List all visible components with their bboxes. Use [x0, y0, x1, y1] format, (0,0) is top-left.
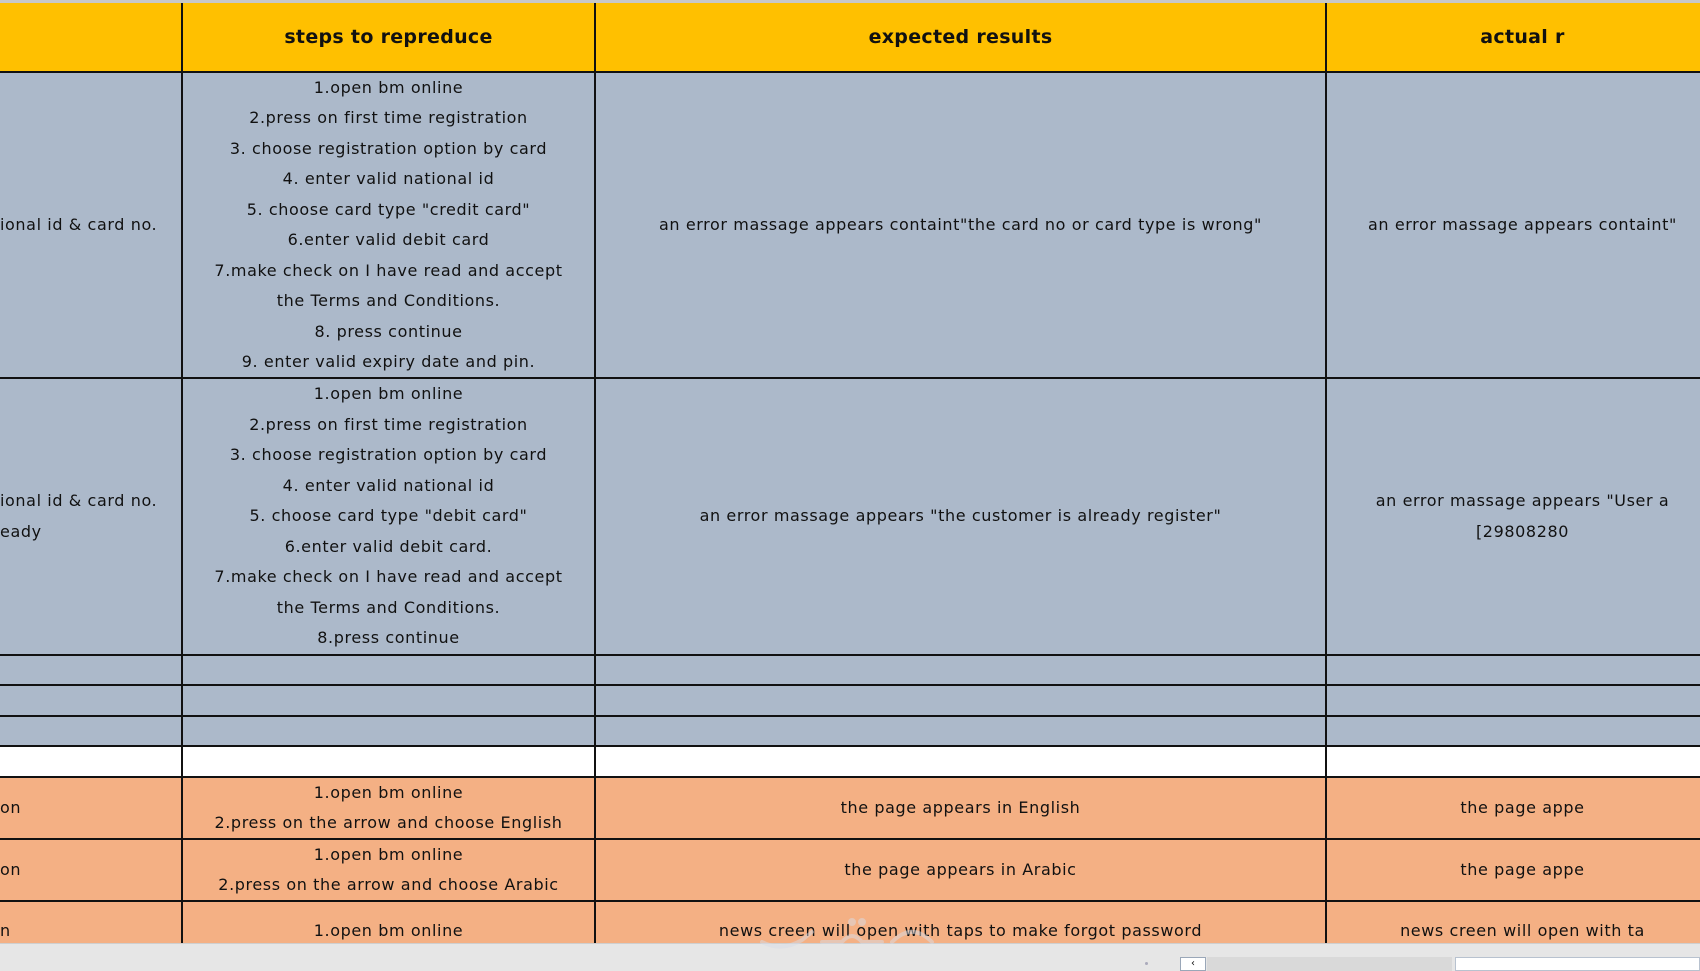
- actual-results-cell[interactable]: [1327, 747, 1700, 778]
- actual-results-cell[interactable]: [1327, 686, 1700, 717]
- actual-results-cell[interactable]: the page appe: [1327, 840, 1700, 902]
- cell-text-line: 5. choose card type "debit card": [249, 506, 528, 526]
- cell-text-line: eady: [0, 521, 42, 541]
- cell-text-line: on: [0, 859, 22, 879]
- actual-results-cell[interactable]: news creen will open with ta: [1327, 902, 1700, 943]
- test-case-cell[interactable]: [0, 686, 183, 717]
- expected-results-cell[interactable]: the page appears in English: [596, 778, 1327, 840]
- expected-results-cell[interactable]: an error massage appears containt"the ca…: [596, 73, 1327, 379]
- actual-results-cell[interactable]: an error massage appears "User a [2980828…: [1327, 379, 1700, 656]
- cell-text-line: 7.make check on I have read and accept: [214, 260, 563, 280]
- spreadsheet-grid: steps to repreduce expected results actual…: [0, 0, 1700, 943]
- cell-text-line: 6.enter valid debit card: [287, 230, 490, 249]
- steps-cell[interactable]: 1.open bm online 2.press on the arrow and…: [183, 778, 596, 840]
- test-case-cell[interactable]: [0, 717, 183, 747]
- column-header-actual-results[interactable]: actual r: [1327, 3, 1700, 73]
- cell-text-line: the page appears in Arabic: [844, 859, 1077, 879]
- cell-text-line: 1.open bm online: [313, 782, 464, 802]
- cell-text-line: an error massage appears containt"the ca…: [659, 214, 1262, 234]
- cell-text-line: 2.press on first time registration: [249, 414, 528, 434]
- steps-cell[interactable]: 1.open bm online 2.press on first time re…: [183, 379, 596, 656]
- header-label: steps to repreduce: [284, 25, 493, 48]
- cell-text-line: 2.press on first time registration: [249, 108, 528, 127]
- cell-text-line: the page appe: [1460, 797, 1585, 817]
- test-case-cell[interactable]: on: [0, 840, 183, 902]
- cell-text-line: 2.press on the arrow and choose English: [214, 813, 563, 832]
- cell-text-line: 1.open bm online: [313, 384, 464, 404]
- steps-cell[interactable]: [183, 686, 596, 717]
- test-case-cell[interactable]: on: [0, 778, 183, 840]
- cell-text-line: 4. enter valid national id: [282, 169, 495, 188]
- test-case-cell[interactable]: ional id & card no. eady: [0, 379, 183, 656]
- cell-text-line: on: [0, 797, 22, 817]
- cell-text-line: 1.open bm online: [313, 77, 464, 97]
- cell-text-line: 7.make check on I have read and accept: [214, 567, 563, 587]
- cell-text-line: n: [0, 921, 11, 941]
- cell-text-line: news creen will open with taps to make f…: [718, 921, 1203, 941]
- cell-text-line: 5. choose card type "credit card": [246, 199, 531, 219]
- cell-text-line: news creen will open with ta: [1400, 921, 1645, 941]
- actual-results-cell[interactable]: [1327, 717, 1700, 747]
- cell-text-line: the Terms and Conditions.: [276, 597, 501, 617]
- scroll-left-button[interactable]: ‹: [1180, 957, 1206, 971]
- actual-results-cell[interactable]: [1327, 656, 1700, 686]
- cell-text-line: 1.open bm online: [313, 844, 464, 864]
- expected-results-cell[interactable]: [596, 656, 1327, 686]
- cell-text-line: 4. enter valid national id: [282, 475, 495, 495]
- cell-text-line: the page appears in English: [840, 797, 1081, 817]
- expected-results-cell[interactable]: the page appears in Arabic: [596, 840, 1327, 902]
- steps-cell[interactable]: 1.open bm online 2.press on the arrow and…: [183, 840, 596, 902]
- cell-text-line: 1.open bm online: [313, 921, 464, 941]
- test-case-cell[interactable]: ional id & card no.: [0, 73, 183, 379]
- header-label: actual r: [1480, 25, 1565, 48]
- steps-cell[interactable]: [183, 747, 596, 778]
- column-header-steps[interactable]: steps to repreduce: [183, 3, 596, 73]
- cell-text-line: 3. choose registration option by card: [229, 138, 548, 158]
- expected-results-cell[interactable]: news creen will open with taps to make f…: [596, 902, 1327, 943]
- cell-text-line: 6.enter valid debit card.: [284, 536, 493, 556]
- sheet-bottom-bar: ‹: [0, 943, 1700, 971]
- splitter-handle[interactable]: [1145, 962, 1148, 965]
- cell-text-line: 3. choose registration option by card: [229, 445, 548, 465]
- actual-results-cell[interactable]: an error massage appears containt": [1327, 73, 1700, 379]
- cell-text-line: an error massage appears containt": [1368, 214, 1677, 234]
- cell-text-line: the Terms and Conditions.: [276, 291, 501, 310]
- expected-results-cell[interactable]: [596, 717, 1327, 747]
- steps-cell[interactable]: 1.open bm online 2.press on first time re…: [183, 73, 596, 379]
- test-case-cell[interactable]: n: [0, 902, 183, 943]
- column-header-expected-results[interactable]: expected results: [596, 3, 1327, 73]
- cell-text-line: the page appe: [1460, 859, 1585, 879]
- cell-text-line: 2.press on the arrow and choose Arabic: [218, 875, 559, 894]
- expected-results-cell[interactable]: [596, 747, 1327, 778]
- cell-text-line: [29808280: [1475, 521, 1570, 541]
- column-header-test-case[interactable]: [0, 3, 183, 73]
- cell-text-line: 8. press continue: [314, 321, 463, 341]
- cell-text-line: ional id & card no.: [0, 214, 158, 234]
- steps-cell[interactable]: 1.open bm online: [183, 902, 596, 943]
- test-case-cell[interactable]: [0, 656, 183, 686]
- cell-text-line: an error massage appears "the customer i…: [699, 506, 1222, 526]
- horizontal-scroll-track[interactable]: [1207, 957, 1452, 971]
- header-label: expected results: [868, 25, 1053, 48]
- steps-cell[interactable]: [183, 656, 596, 686]
- expected-results-cell[interactable]: an error massage appears "the customer i…: [596, 379, 1327, 656]
- expected-results-cell[interactable]: [596, 686, 1327, 717]
- test-case-cell[interactable]: [0, 747, 183, 778]
- cell-text-line: 8.press continue: [317, 628, 460, 648]
- cell-text-line: 9. enter valid expiry date and pin.: [241, 352, 536, 371]
- actual-results-cell[interactable]: the page appe: [1327, 778, 1700, 840]
- cell-text-line: an error massage appears "User a: [1375, 491, 1670, 510]
- horizontal-scrollbar-thumb[interactable]: [1455, 957, 1700, 971]
- cell-text-line: ional id & card no.: [0, 491, 158, 510]
- steps-cell[interactable]: [183, 717, 596, 747]
